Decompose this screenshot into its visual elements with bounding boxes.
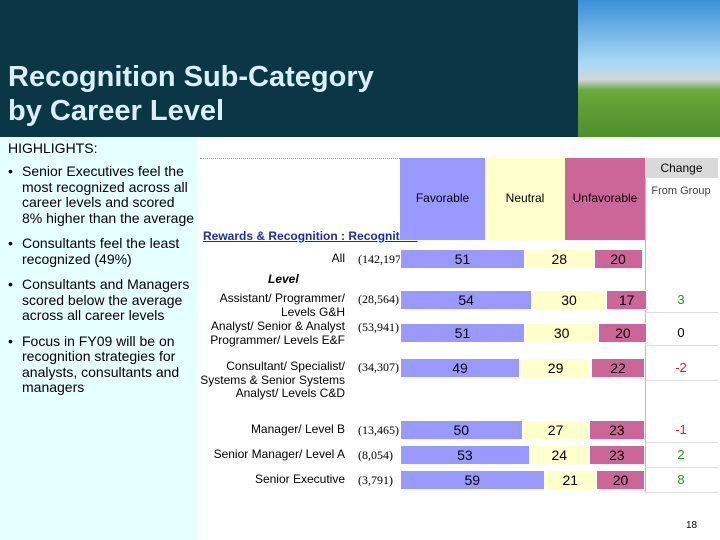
bar-value-label: 30: [553, 325, 570, 341]
sample-size: (13,465): [358, 423, 399, 437]
bar: [400, 470, 545, 490]
row-label: Consultant/ Specialist/ Systems & Senior…: [200, 359, 345, 400]
bar-value-label: 59: [464, 472, 481, 488]
legend-header: Unfavorable: [565, 158, 645, 240]
row-label: Analyst/ Senior & Analyst Programmer/ Le…: [210, 319, 345, 347]
row-label: Assistant/ Programmer/ Levels G&H: [219, 291, 345, 319]
bar: [400, 358, 521, 378]
change-value: 8: [677, 472, 685, 487]
bar-value-label: 22: [610, 360, 626, 376]
change-title: Change: [645, 158, 718, 178]
bar-value-label: 30: [561, 292, 577, 308]
bar: [593, 249, 643, 269]
bar: [524, 249, 594, 269]
bar: [520, 358, 592, 378]
highlight-bullet: Consultants feel the least recognized (4…: [4, 235, 194, 267]
bar: [588, 420, 645, 440]
bar-value-label: 49: [452, 360, 468, 376]
slide-title: Recognition Sub-Category by Career Level: [8, 60, 374, 128]
bar-value-label: 23: [609, 422, 625, 438]
title-line: Recognition Sub-Category: [8, 61, 374, 93]
sample-size: (28,564): [358, 292, 399, 306]
bar-value-label: 20: [610, 251, 626, 267]
bar: [532, 290, 606, 310]
bar: [400, 249, 525, 269]
sample-size: (8,054): [358, 448, 393, 462]
bar: [400, 445, 530, 465]
bar-value-label: 50: [453, 422, 470, 438]
bar: [596, 470, 645, 490]
bar: [400, 420, 523, 440]
bar: [591, 358, 645, 378]
sample-size: (53,941): [358, 320, 399, 334]
row-label: Manager/ Level B: [250, 422, 345, 436]
bar: [529, 445, 589, 465]
row-separator: [645, 380, 718, 381]
row-separator: [645, 467, 718, 468]
bar-value-label: 20: [612, 472, 629, 488]
sample-size: (3,791): [358, 473, 393, 487]
row-label: All: [331, 251, 345, 265]
bar-value-label: 51: [454, 251, 471, 267]
row-label: Senior Manager/ Level A: [213, 447, 345, 461]
bar-value-label: 21: [562, 472, 579, 488]
bar: [605, 290, 648, 310]
bar: [598, 323, 648, 343]
row-separator: [645, 312, 718, 313]
bar: [544, 470, 596, 490]
row-separator: [645, 492, 718, 493]
highlights-heading: HIGHLIGHTS:: [8, 140, 98, 156]
change-subtitle: From Group: [651, 185, 711, 197]
bar-value-label: 53: [457, 447, 473, 463]
bar-value-label: 20: [615, 325, 631, 341]
change-value: 2: [677, 447, 685, 462]
y-axis-label: Level: [268, 272, 299, 286]
bar: [522, 420, 589, 440]
header-photo: [578, 0, 720, 137]
sample-size: (34,307): [358, 360, 399, 374]
row-label: Senior Executive: [254, 472, 345, 486]
slide-number: 18: [686, 520, 698, 531]
bar-value-label: 24: [551, 447, 568, 463]
legend-header: Favorable: [400, 158, 485, 240]
bar-value-label: 27: [547, 422, 564, 438]
highlight-bullet: Focus in FY09 will be on recognition str…: [4, 333, 194, 396]
bar: [588, 445, 645, 465]
bar-value-label: 23: [609, 447, 625, 463]
bar: [400, 323, 525, 343]
bar-value-label: 51: [454, 325, 471, 341]
row-separator: [645, 345, 718, 346]
bar: [400, 290, 533, 310]
change-value: 0: [677, 325, 685, 340]
title-line: by Career Level: [8, 95, 225, 127]
bar-value-label: 17: [618, 292, 635, 308]
highlights-list: Senior Executives feel the most recogniz…: [4, 163, 194, 406]
highlight-bullet: Senior Executives feel the most recogniz…: [4, 163, 194, 226]
sample-size: (142,197): [358, 252, 405, 266]
bar-value-label: 54: [458, 292, 474, 308]
row-separator: [645, 442, 718, 443]
change-value: 3: [677, 292, 685, 307]
bar-value-label: 28: [551, 251, 568, 267]
legend-header: Neutral: [485, 158, 565, 240]
change-value: -1: [675, 422, 687, 437]
change-value: -2: [675, 360, 687, 375]
highlight-bullet: Consultants and Managers scored below th…: [4, 276, 194, 324]
bar: [524, 323, 599, 343]
bar-value-label: 29: [547, 360, 564, 376]
chart-title: Rewards & Recognition : Recognition: [203, 229, 418, 243]
